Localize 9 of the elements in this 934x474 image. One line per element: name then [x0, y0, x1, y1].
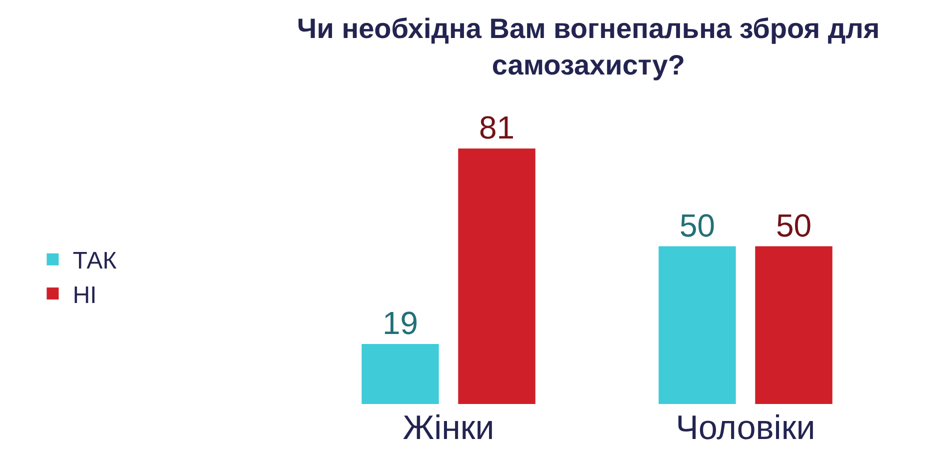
chart-title: Чи необхідна Вам вогнепальна зброя для самозахисту? — [297, 12, 880, 80]
data-label: 50 — [679, 207, 716, 244]
x-tick-label: Жінки — [402, 409, 494, 447]
x-tick-label: Чоловіки — [676, 409, 816, 447]
data-label: 19 — [382, 305, 418, 342]
data-label: 50 — [776, 207, 812, 244]
data-label: 81 — [478, 109, 515, 146]
legend-label: ТАК — [72, 248, 117, 275]
legend-label: НІ — [72, 282, 97, 309]
